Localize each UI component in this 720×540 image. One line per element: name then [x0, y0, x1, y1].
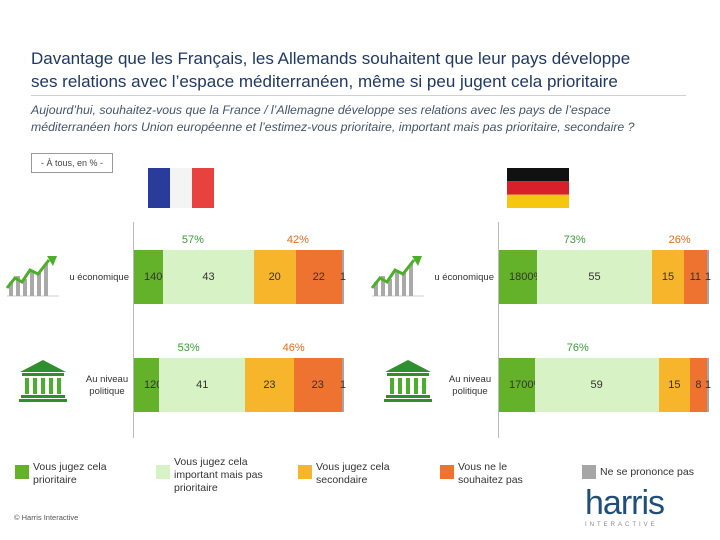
axis-line-de — [498, 222, 499, 438]
legend-label-important: Vous jugez cela important mais pas prior… — [174, 456, 263, 494]
row-label-economique-de: u économique — [434, 272, 494, 283]
bar-segment-nsp: 1 — [705, 250, 711, 304]
base-label: - À tous, en % - — [31, 153, 113, 173]
legend-label-nsp: Ne se prononce pas — [600, 466, 694, 478]
bar-segment-secondaire: 20 — [253, 250, 296, 304]
bar-segment-prioritaire: 1700% — [499, 358, 543, 412]
row-label-politique-de: Au niveau politique — [448, 374, 492, 397]
bar-segment-important: 43 — [163, 250, 254, 304]
government-building-icon — [19, 360, 67, 402]
title-line: ses relations avec l’espace méditerranée… — [31, 72, 618, 91]
bar-segment-important: 59 — [534, 358, 659, 412]
copyright-text: © Harris Interactive — [14, 513, 79, 522]
harris-logo: harris INTERACTIVE — [585, 484, 665, 528]
bar-segment-nesouhaitez: 11 — [683, 250, 707, 304]
bar-segment-nesouhaitez: 8 — [690, 358, 707, 412]
sum-label-positive: 76% — [566, 342, 589, 354]
bar-segment-nesouhaitez: 23 — [293, 358, 342, 412]
bar-segment-secondaire: 15 — [658, 358, 691, 412]
germany-flag-icon — [507, 168, 569, 208]
legend-label-prioritaire: Vous jugez cela prioritaire — [33, 461, 107, 486]
logo-word: harris — [585, 484, 665, 522]
bar-segment-nsp: 1 — [340, 250, 346, 304]
page-title: Davantage que les Français, les Allemand… — [31, 47, 711, 93]
bar-segment-nesouhaitez: 22 — [295, 250, 342, 304]
bar-segment-secondaire: 15 — [652, 250, 684, 304]
bar-segment-prioritaire: 1400% — [134, 250, 178, 304]
sum-label-positive: 57% — [181, 234, 204, 246]
bar-segment-secondaire: 23 — [245, 358, 294, 412]
legend-swatch-secondaire — [298, 465, 312, 479]
title-divider — [31, 95, 686, 96]
logo-sub: INTERACTIVE — [585, 522, 658, 528]
legend-label-secondaire: Vous jugez cela secondaire — [316, 461, 390, 486]
sum-label-negative: 42% — [286, 234, 309, 246]
growth-chart-icon — [3, 252, 61, 298]
row-label-politique-fr: Au niveau politique — [85, 374, 129, 397]
sum-label-positive: 53% — [177, 342, 200, 354]
legend-swatch-important — [156, 465, 170, 479]
bar-segment-important: 41 — [159, 358, 246, 412]
row-label-economique-fr: u économique — [69, 272, 129, 283]
sum-label-positive: 73% — [563, 234, 586, 246]
government-building-icon — [384, 360, 432, 402]
axis-line-fr — [133, 222, 134, 438]
bar-segment-nsp: 1 — [340, 358, 346, 412]
growth-chart-icon — [368, 252, 426, 298]
bar-segment-important: 55 — [536, 250, 653, 304]
question-line: méditerranéen hors Union européenne et l… — [31, 120, 635, 134]
bar-segment-prioritaire: 1800% — [499, 250, 543, 304]
sum-label-negative: 26% — [668, 234, 691, 246]
legend-label-nesouhaitez: Vous ne le souhaitez pas — [458, 461, 523, 486]
france-flag-icon — [148, 168, 214, 208]
legend-swatch-nesouhaitez — [440, 465, 454, 479]
bar-segment-prioritaire: 1200% — [134, 358, 178, 412]
sum-label-negative: 46% — [282, 342, 305, 354]
question-line: Aujourd’hui, souhaitez-vous que la Franc… — [31, 103, 611, 117]
legend-swatch-nsp — [582, 465, 596, 479]
question-text: Aujourd’hui, souhaitez-vous que la Franc… — [31, 102, 671, 136]
bar-segment-nsp: 1 — [705, 358, 711, 412]
title-line: Davantage que les Français, les Allemand… — [31, 49, 631, 68]
legend-swatch-prioritaire — [15, 465, 29, 479]
